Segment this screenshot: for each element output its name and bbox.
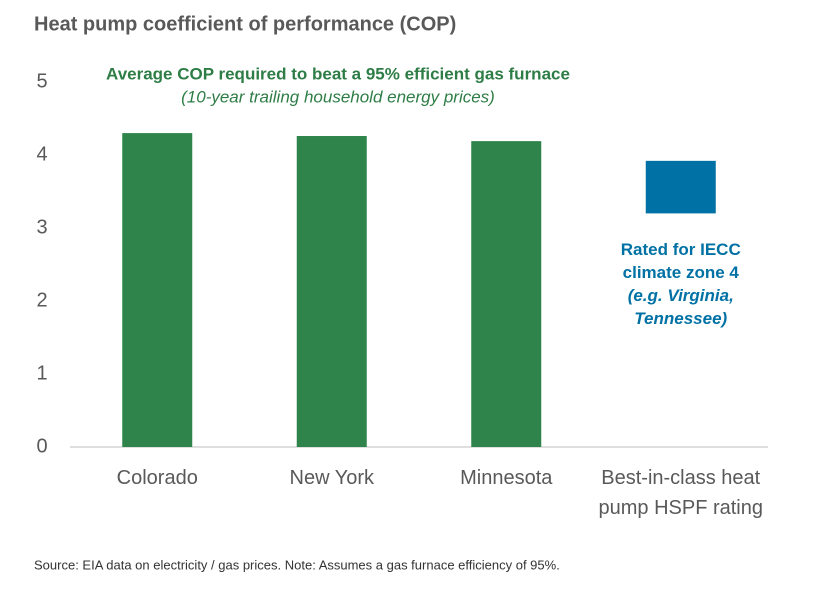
bar bbox=[122, 133, 193, 447]
chart-title: Heat pump coefficient of performance (CO… bbox=[34, 13, 456, 35]
y-tick-label: 3 bbox=[36, 216, 47, 238]
x-tick-label: Best-in-class heat pump HSPF rating bbox=[598, 467, 763, 519]
range-bar bbox=[645, 160, 716, 214]
x-tick-label: New York bbox=[289, 467, 375, 489]
annotation-title: Average COP required to beat a 95% effic… bbox=[106, 64, 570, 83]
bar bbox=[296, 136, 367, 447]
y-tick-label: 2 bbox=[36, 289, 47, 311]
y-tick-label: 1 bbox=[36, 362, 47, 384]
y-tick-label: 5 bbox=[36, 70, 47, 92]
range-label-detail: (e.g. Virginia, Tennessee) bbox=[627, 286, 734, 328]
x-tick-label: Minnesota bbox=[460, 467, 553, 489]
source-note: Source: EIA data on electricity / gas pr… bbox=[34, 557, 560, 572]
range-label: Rated for IECC climate zone 4 bbox=[620, 240, 741, 282]
x-tick-label: Colorado bbox=[116, 467, 198, 489]
annotation-subtitle: (10-year trailing household energy price… bbox=[181, 87, 495, 106]
y-tick-label: 0 bbox=[36, 435, 47, 457]
y-tick-label: 4 bbox=[36, 143, 47, 165]
bar bbox=[471, 141, 542, 447]
